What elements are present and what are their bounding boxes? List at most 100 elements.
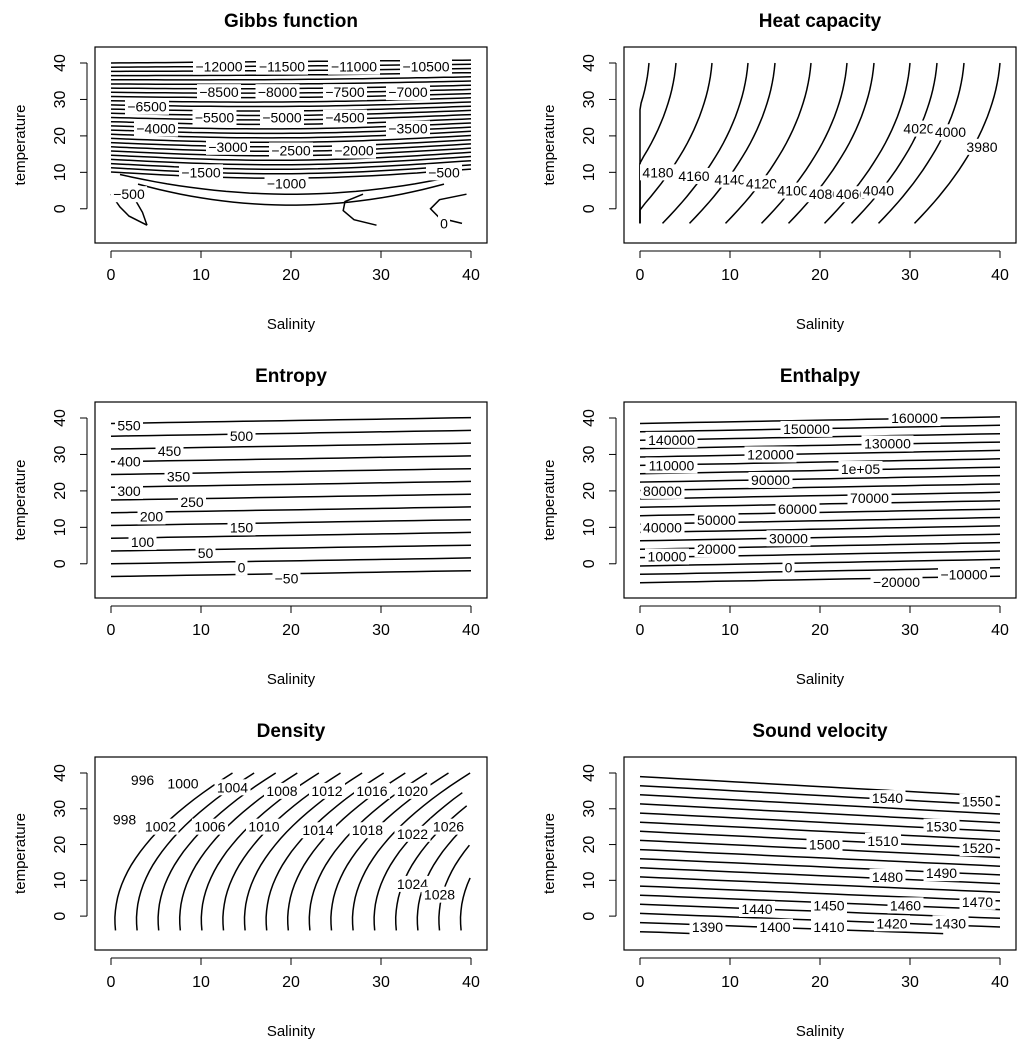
y-axis: 0 10 20 30 40 temperature <box>12 764 88 921</box>
y-axis-label: temperature <box>12 813 29 894</box>
x-tick-label: 30 <box>901 974 919 991</box>
x-axis-label: Salinity <box>796 316 845 333</box>
y-tick-label: 30 <box>581 800 598 818</box>
contour-line <box>119 173 463 195</box>
contour-label: 0 <box>238 559 246 575</box>
x-tick-label: 10 <box>721 622 739 639</box>
contour-line <box>639 558 1001 567</box>
contour-line <box>110 455 472 463</box>
contour-line <box>110 480 472 488</box>
contour-line <box>639 821 1001 841</box>
contour-label: −1500 <box>181 164 221 180</box>
y-tick-label: 0 <box>581 912 598 921</box>
contour-label: −7000 <box>388 84 428 100</box>
contour-label: −50 <box>275 570 299 586</box>
contour-label: 4140 <box>714 172 745 188</box>
x-axis: 0 10 20 30 40 Salinity <box>107 957 480 1040</box>
panel-4: 160000 150000 140000 130000 120000 110000 1e+0… <box>541 366 1017 688</box>
contour-label: 1510 <box>867 833 898 849</box>
contour-line <box>286 772 406 931</box>
contour-lines <box>639 416 1001 584</box>
contour-label: 550 <box>117 417 141 433</box>
y-axis: 0 10 20 30 40 temperature <box>541 54 617 213</box>
contour-label: 70000 <box>850 490 889 506</box>
contour-label: 4040 <box>863 183 894 199</box>
contour-line <box>114 772 233 931</box>
y-tick-label: 30 <box>52 445 69 463</box>
y-axis: 0 10 20 30 40 temperature <box>541 764 617 921</box>
x-tick-label: 20 <box>282 974 300 991</box>
chart-title: Density <box>257 721 326 742</box>
chart-title: Heat capacity <box>759 11 882 32</box>
contour-label: −11000 <box>331 59 377 75</box>
contour-label: 4160 <box>678 168 709 184</box>
contour-line <box>639 525 1001 534</box>
y-tick-label: 10 <box>52 518 69 536</box>
contour-label: 500 <box>230 428 254 444</box>
contour-label: −8500 <box>199 84 239 100</box>
contour-label: 20000 <box>697 541 736 557</box>
x-tick-label: 10 <box>192 622 210 639</box>
contour-label: 4020 <box>903 121 934 137</box>
contour-line <box>200 772 320 931</box>
contour-label: 3980 <box>966 139 997 155</box>
contour-line <box>661 62 749 224</box>
plot-frame <box>623 756 1017 951</box>
contour-label: 4080 <box>809 186 840 202</box>
x-axis-label: Salinity <box>267 316 316 333</box>
contour-label: −20000 <box>873 574 920 590</box>
contour-label: 1440 <box>741 901 772 917</box>
x-axis: 0 10 20 30 40 Salinity <box>107 605 480 688</box>
x-tick-label: 20 <box>282 622 300 639</box>
contour-line <box>639 876 1001 893</box>
contour-label: −12000 <box>195 59 242 75</box>
x-tick-label: 0 <box>107 267 116 284</box>
y-tick-label: 40 <box>52 764 69 782</box>
x-tick-label: 40 <box>991 622 1009 639</box>
contour-line <box>111 76 472 81</box>
contour-line <box>639 458 1001 467</box>
contour-label: 90000 <box>751 472 790 488</box>
contour-line <box>639 784 1001 807</box>
contour-line <box>639 449 1001 458</box>
y-tick-label: 40 <box>581 409 598 427</box>
x-tick-label: 0 <box>636 974 645 991</box>
contour-label: 1430 <box>935 915 966 931</box>
contour-label: −5000 <box>262 110 302 126</box>
plot-frame <box>623 401 1017 599</box>
contour-label: 1020 <box>397 783 428 799</box>
plot-frame <box>94 46 488 244</box>
contour-lines <box>110 416 472 578</box>
contour-label: −8000 <box>258 84 298 100</box>
chart-title: Gibbs function <box>224 11 358 32</box>
contour-line <box>110 544 472 552</box>
contour-line <box>135 772 255 931</box>
y-tick-label: 20 <box>52 836 69 854</box>
contour-label: 30000 <box>769 530 808 546</box>
x-tick-label: 10 <box>192 267 210 284</box>
contour-line <box>222 772 341 931</box>
contour-line <box>157 772 277 931</box>
contour-label: 1530 <box>926 819 957 835</box>
contour-line <box>110 557 472 565</box>
contour-line <box>639 483 1001 492</box>
x-axis: 0 10 20 30 40 Salinity <box>636 957 1009 1040</box>
contour-label: 1450 <box>813 897 844 913</box>
y-tick-label: 20 <box>52 127 69 145</box>
contour-label: 40000 <box>643 519 682 535</box>
contour-label: −500 <box>113 186 145 202</box>
panel-3: 550500450400350300250200150100500−50Entr… <box>12 366 488 688</box>
y-axis-label: temperature <box>541 813 558 894</box>
y-tick-label: 20 <box>581 482 598 500</box>
y-tick-label: 10 <box>52 163 69 181</box>
contour-line <box>110 159 472 170</box>
contour-label: 10000 <box>648 548 687 564</box>
x-tick-label: 20 <box>282 267 300 284</box>
contour-label: −2500 <box>271 142 311 158</box>
x-tick-label: 30 <box>372 974 390 991</box>
contour-line <box>330 772 449 931</box>
contour-label: 1010 <box>248 819 279 835</box>
contour-label: −500 <box>428 164 460 180</box>
